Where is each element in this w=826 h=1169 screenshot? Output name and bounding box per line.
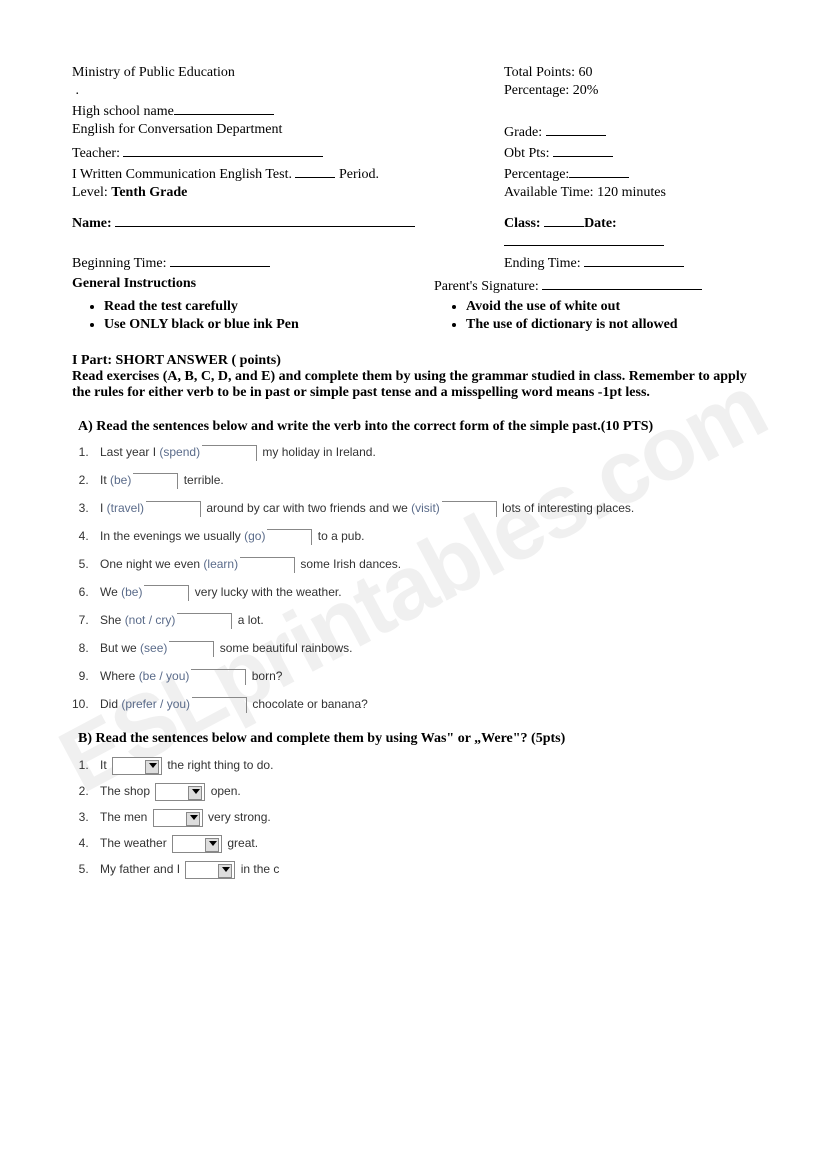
question-item: Did (prefer / you) chocolate or banana?: [92, 697, 754, 713]
dropdown-input[interactable]: [153, 809, 203, 827]
dropdown-input[interactable]: [172, 835, 222, 853]
grade-blank[interactable]: [546, 122, 606, 136]
obtpts-label: Obt Pts:: [504, 146, 550, 161]
dropdown-input[interactable]: [155, 783, 205, 801]
parent-sig-blank[interactable]: [542, 276, 702, 290]
sectionA-heading: A) Read the sentences below and write th…: [78, 419, 754, 435]
answer-input[interactable]: [133, 473, 178, 489]
question-item: The shop open.: [92, 783, 754, 801]
sectionB-heading: B) Read the sentences below and complete…: [78, 731, 754, 747]
question-item: My father and I in the c: [92, 861, 754, 879]
name-blank[interactable]: [115, 213, 415, 227]
parent-sig-label: Parent's Signature:: [434, 279, 539, 294]
level-label: Level:: [72, 185, 108, 200]
answer-input[interactable]: [240, 557, 295, 573]
answer-input[interactable]: [146, 501, 201, 517]
obtpts-blank[interactable]: [553, 143, 613, 157]
question-item: The men very strong.: [92, 809, 754, 827]
highschool-blank[interactable]: [174, 101, 274, 115]
sectionA-list: Last year I (spend) my holiday in Irelan…: [92, 445, 754, 713]
question-item: She (not / cry) a lot.: [92, 613, 754, 629]
total-points: Total Points: 60: [504, 65, 754, 81]
answer-input[interactable]: [191, 669, 246, 685]
ministry-label: Ministry of Public Education: [72, 65, 504, 81]
question-item: We (be) very lucky with the weather.: [92, 585, 754, 601]
answer-input[interactable]: [169, 641, 214, 657]
question-item: Last year I (spend) my holiday in Irelan…: [92, 445, 754, 461]
begin-time-label: Beginning Time:: [72, 256, 167, 271]
period-blank[interactable]: [295, 164, 335, 178]
name-label: Name:: [72, 216, 112, 231]
instruction-item: Avoid the use of white out: [466, 299, 754, 315]
general-instructions-label: General Instructions: [72, 276, 434, 292]
answer-input[interactable]: [144, 585, 189, 601]
instructions-right-list: Avoid the use of white out The use of di…: [466, 299, 754, 333]
available-time: Available Time: 120 minutes: [504, 185, 754, 201]
level-value: Tenth Grade: [111, 185, 187, 200]
instructions-left-list: Read the test carefully Use ONLY black o…: [104, 299, 434, 333]
end-time-blank[interactable]: [584, 253, 684, 267]
percentage-label: Percentage:: [504, 167, 569, 182]
dropdown-input[interactable]: [112, 757, 162, 775]
class-blank[interactable]: [544, 213, 584, 227]
end-time-label: Ending Time:: [504, 256, 581, 271]
grade-label: Grade:: [504, 125, 542, 140]
answer-input[interactable]: [202, 445, 257, 461]
question-item: It the right thing to do.: [92, 757, 754, 775]
instruction-item: Read the test carefully: [104, 299, 434, 315]
teacher-label: Teacher:: [72, 146, 120, 161]
sectionB-list: It the right thing to do. The shop open.…: [92, 757, 754, 879]
question-item: In the evenings we usually (go) to a pub…: [92, 529, 754, 545]
test-label-post: Period.: [339, 167, 379, 182]
date-label: Date:: [584, 216, 617, 231]
dropdown-input[interactable]: [185, 861, 235, 879]
test-label-pre: I Written Communication English Test.: [72, 167, 292, 182]
page-content: Ministry of Public Education Total Point…: [0, 0, 826, 927]
question-item: One night we even (learn) some Irish dan…: [92, 557, 754, 573]
question-item: Where (be / you) born?: [92, 669, 754, 685]
department-label: English for Conversation Department: [72, 122, 504, 141]
answer-input[interactable]: [177, 613, 232, 629]
date-blank[interactable]: [504, 232, 664, 246]
instruction-item: Use ONLY black or blue ink Pen: [104, 317, 434, 333]
question-item: But we (see) some beautiful rainbows.: [92, 641, 754, 657]
teacher-blank[interactable]: [123, 143, 323, 157]
part1-heading: I Part: SHORT ANSWER ( points): [72, 353, 754, 369]
question-item: The weather great.: [92, 835, 754, 853]
class-label: Class:: [504, 216, 541, 231]
percentage-blank[interactable]: [569, 164, 629, 178]
percentage-header: Percentage: 20%: [504, 83, 754, 99]
question-item: I (travel) around by car with two friend…: [92, 501, 754, 517]
highschool-label: High school name: [72, 104, 174, 119]
instruction-item: The use of dictionary is not allowed: [466, 317, 754, 333]
begin-time-blank[interactable]: [170, 253, 270, 267]
answer-input[interactable]: [192, 697, 247, 713]
answer-input[interactable]: [267, 529, 312, 545]
question-item: It (be) terrible.: [92, 473, 754, 489]
answer-input[interactable]: [442, 501, 497, 517]
part1-body: Read exercises (A, B, C, D, and E) and c…: [72, 369, 754, 401]
